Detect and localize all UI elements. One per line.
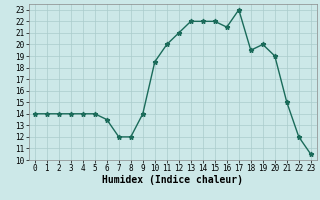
X-axis label: Humidex (Indice chaleur): Humidex (Indice chaleur): [102, 175, 243, 185]
